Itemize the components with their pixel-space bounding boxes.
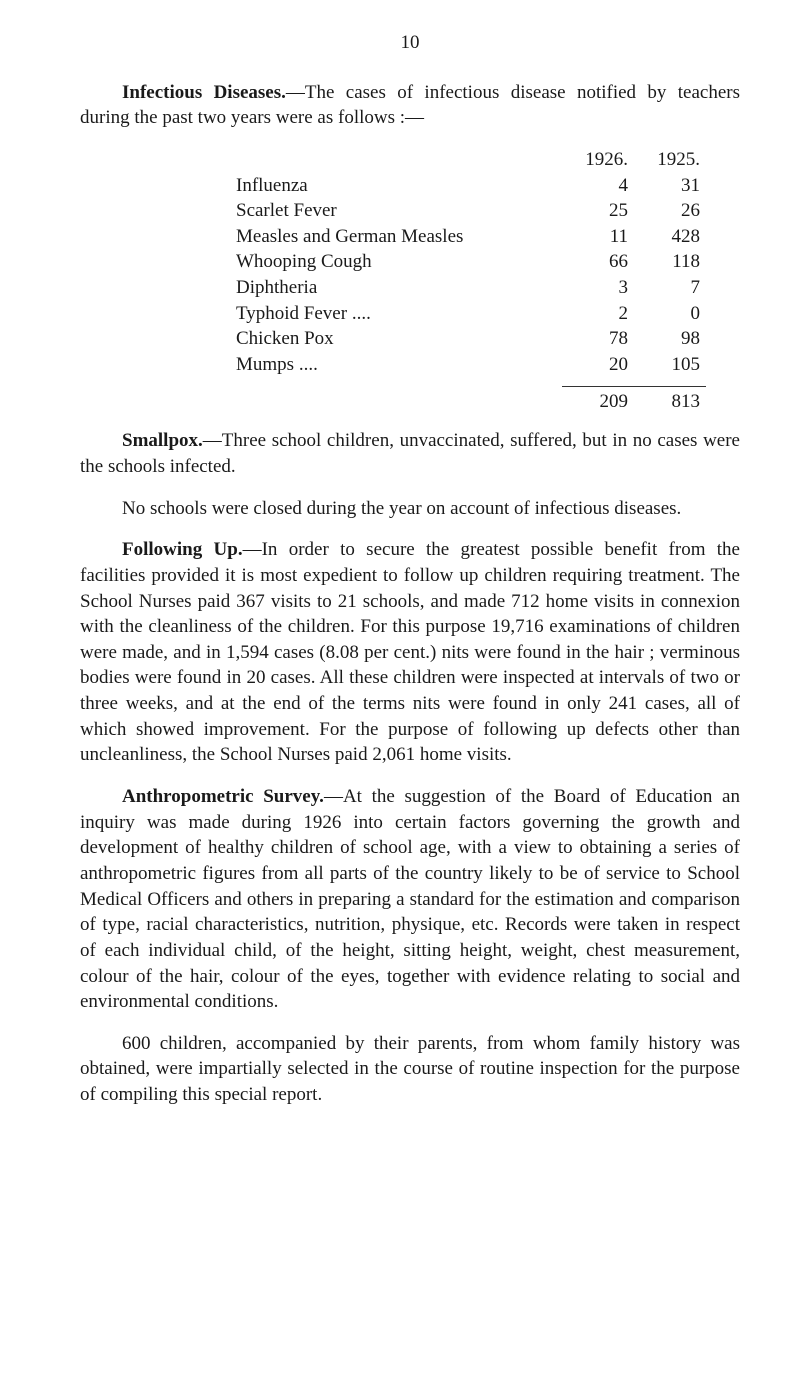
infectious-diseases-intro: Infectious Diseases.—The cases of infect… xyxy=(80,80,740,131)
disease-name: Scarlet Fever xyxy=(236,200,337,221)
table-row: Scarlet Fever 25 26 xyxy=(230,198,706,224)
anthropometric-text-2: 600 children, accompanied by their paren… xyxy=(80,1033,740,1105)
anthropometric-para-2: 600 children, accompanied by their paren… xyxy=(80,1031,740,1108)
disease-val-1925: 31 xyxy=(634,173,706,199)
table-row: Chicken Pox 78 98 xyxy=(230,326,706,352)
disease-name: Diphtheria xyxy=(236,277,317,298)
disease-val-1925: 428 xyxy=(634,224,706,250)
document-page: 10 Infectious Diseases.—The cases of inf… xyxy=(0,0,800,1164)
no-schools-closed-para: No schools were closed during the year o… xyxy=(80,496,740,522)
table-spacer-row xyxy=(230,378,706,387)
disease-val-1926: 3 xyxy=(562,275,634,301)
total-1925: 813 xyxy=(634,386,706,414)
table-row: Whooping Cough 66 118 xyxy=(230,249,706,275)
disease-val-1926: 11 xyxy=(562,224,634,250)
disease-name: Influenza xyxy=(236,175,308,196)
table-row: Typhoid Fever .... 2 0 xyxy=(230,301,706,327)
anthropometric-heading: Anthropometric Survey. xyxy=(122,786,324,807)
table-row: Diphtheria 3 7 xyxy=(230,275,706,301)
disease-name: Measles and German Measles xyxy=(236,226,463,247)
disease-val-1926: 2 xyxy=(562,301,634,327)
anthropometric-text: —At the suggestion of the Board of Educa… xyxy=(80,786,740,1012)
page-number: 10 xyxy=(80,30,740,56)
table-header-row: 1926. 1925. xyxy=(230,147,706,173)
disease-val-1925: 26 xyxy=(634,198,706,224)
table-header-blank xyxy=(230,147,562,173)
anthropometric-para: Anthropometric Survey.—At the suggestion… xyxy=(80,784,740,1015)
smallpox-heading: Smallpox. xyxy=(122,430,203,451)
disease-name: Typhoid Fever .... xyxy=(236,303,371,324)
table-row: Influenza 4 31 xyxy=(230,173,706,199)
disease-val-1926: 66 xyxy=(562,249,634,275)
disease-val-1926: 25 xyxy=(562,198,634,224)
disease-val-1925: 7 xyxy=(634,275,706,301)
disease-val-1926: 4 xyxy=(562,173,634,199)
infectious-diseases-heading: Infectious Diseases. xyxy=(122,82,286,103)
table-total-row: 209 813 xyxy=(230,386,706,414)
disease-name: Chicken Pox xyxy=(236,328,334,349)
disease-val-1925: 98 xyxy=(634,326,706,352)
table-header-1926: 1926. xyxy=(562,147,634,173)
following-up-text: —In order to secure the greatest possibl… xyxy=(80,539,740,765)
disease-name: Whooping Cough xyxy=(236,251,372,272)
disease-val-1925: 0 xyxy=(634,301,706,327)
table-row: Measles and German Measles 11 428 xyxy=(230,224,706,250)
table-row: Mumps .... 20 105 xyxy=(230,352,706,378)
disease-val-1925: 105 xyxy=(634,352,706,378)
following-up-heading: Following Up. xyxy=(122,539,243,560)
disease-val-1926: 78 xyxy=(562,326,634,352)
disease-table: 1926. 1925. Influenza 4 31 Scarlet Fever… xyxy=(230,147,706,414)
disease-name: Mumps .... xyxy=(236,354,318,375)
no-schools-closed-text: No schools were closed during the year o… xyxy=(122,498,681,519)
total-1926: 209 xyxy=(562,386,634,414)
smallpox-para: Smallpox.—Three school children, unvacci… xyxy=(80,428,740,479)
following-up-para: Following Up.—In order to secure the gre… xyxy=(80,537,740,768)
disease-val-1926: 20 xyxy=(562,352,634,378)
disease-val-1925: 118 xyxy=(634,249,706,275)
table-header-1925: 1925. xyxy=(634,147,706,173)
